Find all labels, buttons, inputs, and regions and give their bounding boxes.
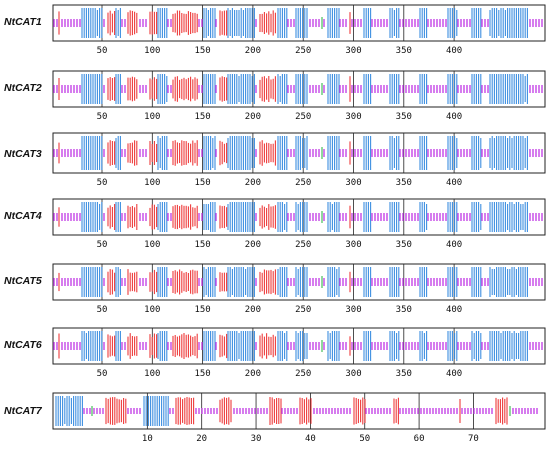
tick-label: 400 [446,46,462,56]
tick-label: 350 [396,305,412,315]
tick-label: 150 [194,178,210,188]
tick-label: 50 [97,240,108,250]
tick-label: 150 [194,305,210,315]
track-frame [52,198,546,236]
tick-label: 300 [345,112,361,122]
track-svg: 50 100 150 200 250 300 350 400 [52,132,546,188]
track-ntcat6: 50 100 150 200 250 300 350 400 [52,327,546,388]
track-frame [52,392,546,430]
tick-label: 100 [144,369,160,379]
tick-label: 200 [245,178,261,188]
track-frame [52,263,546,301]
tick-label: 250 [295,112,311,122]
tick-label: 10 [142,434,153,444]
track-ntcat2: 50 100 150 200 250 300 350 400 [52,70,546,131]
tick-label: 300 [345,46,361,56]
track-svg: 10 20 30 40 50 60 70 [52,392,546,444]
tick-label: 150 [194,46,210,56]
tick-label: 50 [359,434,370,444]
tick-label: 100 [144,46,160,56]
tick-label: 200 [245,305,261,315]
track-ntcat3: 50 100 150 200 250 300 350 400 [52,132,546,197]
tick-label: 400 [446,240,462,250]
track-ntcat4: 50 100 150 200 250 300 350 400 [52,198,546,259]
track-svg: 50 100 150 200 250 300 350 400 [52,327,546,379]
tick-label: 200 [245,369,261,379]
track-label-ntcat2: NtCAT2 [4,82,42,94]
tick-label: 250 [295,178,311,188]
tick-label: 100 [144,112,160,122]
track-svg: 50 100 150 200 250 300 350 400 [52,263,546,315]
track-frame [52,132,546,174]
track-label-ntcat5: NtCAT5 [4,275,42,287]
tick-label: 400 [446,369,462,379]
tick-label: 350 [396,178,412,188]
track-frame [52,4,546,42]
tick-label: 150 [194,369,210,379]
track-ntcat7: 10 20 30 40 50 60 70 [52,392,546,449]
track-svg: 50 100 150 200 250 300 350 400 [52,70,546,122]
tick-label: 50 [97,178,108,188]
tick-label: 350 [396,240,412,250]
track-ntcat1: 50 100 150 200 250 300 350 400 [52,4,546,65]
track-frame [52,327,546,365]
tick-label: 100 [144,305,160,315]
tick-label: 40 [305,434,316,444]
tick-label: 250 [295,46,311,56]
tick-label: 50 [97,305,108,315]
tick-label: 50 [97,112,108,122]
tick-label: 250 [295,305,311,315]
tick-label: 300 [345,369,361,379]
tick-label: 350 [396,369,412,379]
tick-label: 200 [245,240,261,250]
track-svg: 50 100 150 200 250 300 350 400 [52,4,546,56]
tick-label: 50 [97,369,108,379]
track-label-ntcat7: NtCAT7 [4,405,42,417]
track-label-ntcat3: NtCAT3 [4,148,42,160]
track-label-ntcat6: NtCAT6 [4,339,42,351]
tick-label: 250 [295,369,311,379]
track-label-ntcat1: NtCAT1 [4,16,42,28]
tick-label: 300 [345,178,361,188]
track-ntcat5: 50 100 150 200 250 300 350 400 [52,263,546,324]
tick-label: 100 [144,178,160,188]
tick-label: 350 [396,112,412,122]
tick-label: 150 [194,112,210,122]
tick-label: 70 [468,434,479,444]
tick-label: 200 [245,46,261,56]
tick-label: 400 [446,112,462,122]
tick-label: 300 [345,240,361,250]
tick-label: 150 [194,240,210,250]
tick-label: 60 [414,434,425,444]
tick-label: 300 [345,305,361,315]
track-label-ntcat4: NtCAT4 [4,210,42,222]
tick-label: 30 [251,434,262,444]
tick-label: 20 [196,434,207,444]
tick-label: 100 [144,240,160,250]
tick-label: 50 [97,46,108,56]
track-frame [52,70,546,108]
tick-label: 400 [446,305,462,315]
tick-label: 400 [446,178,462,188]
tick-label: 350 [396,46,412,56]
tick-label: 250 [295,240,311,250]
tick-label: 200 [245,112,261,122]
track-svg: 50 100 150 200 250 300 350 400 [52,198,546,250]
